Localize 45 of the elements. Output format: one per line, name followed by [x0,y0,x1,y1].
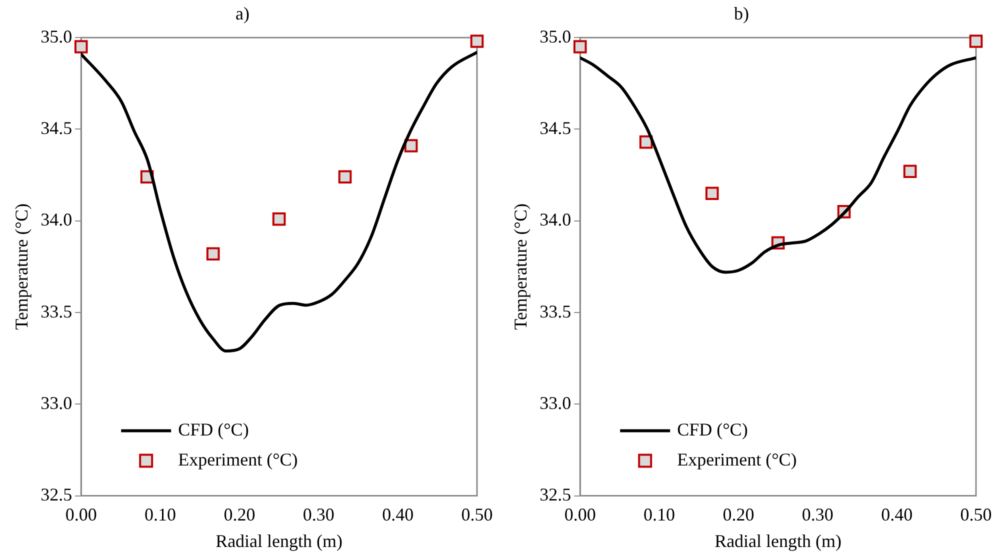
y-tick-label: 34.0 [540,210,572,230]
x-tick-label: 0.00 [65,504,97,524]
x-tick-label: 0.40 [881,504,913,524]
x-tick-label: 0.50 [461,504,493,524]
x-tick-label: 0.10 [644,504,676,524]
chart-title: a) [236,4,250,24]
y-tick-label: 34.5 [540,118,572,138]
point [705,186,719,200]
x-tick-label: 0.50 [960,504,992,524]
y-axis-title: Temperature (°C) [510,204,531,330]
y-tick-label: 35.0 [40,26,72,46]
y-tick-label: 32.5 [40,484,72,505]
x-axis-title: Radial length (m) [216,530,343,551]
y-tick-label: 34.5 [40,118,72,138]
x-tick-label: 0.10 [144,504,176,524]
point [404,139,418,152]
y-tick-label: 32.5 [540,484,572,505]
x-tick-label: 0.20 [722,504,754,524]
point [903,164,917,178]
y-axis-title: Temperature (°C) [12,204,32,330]
x-axis-title: Radial length (m) [714,530,842,551]
point [969,34,983,48]
x-tick-label: 0.00 [564,504,596,524]
y-tick-label: 33.5 [540,301,572,322]
y-tick-label: 34.0 [40,210,72,230]
legend-label: CFD (°C) [178,420,249,440]
point [74,40,88,54]
x-tick-label: 0.40 [382,504,414,524]
x-tick-label: 0.30 [302,504,334,524]
legend-label: Experiment (°C) [178,450,298,470]
point [573,40,587,54]
y-tick-label: 33.0 [40,392,72,413]
y-tick-label: 33.0 [540,392,572,413]
chart-title: b) [734,4,749,24]
point [470,34,484,48]
x-tick-label: 0.20 [224,504,256,524]
y-tick-label: 35.0 [540,26,572,46]
point [272,212,286,226]
line-series [580,56,976,274]
x-tick-label: 0.30 [802,504,834,524]
y-tick-label: 33.5 [40,301,72,322]
legend-label: Experiment (°C) [677,450,797,470]
point [206,247,220,261]
legend-label: CFD (°C) [677,420,748,440]
point [338,170,352,184]
